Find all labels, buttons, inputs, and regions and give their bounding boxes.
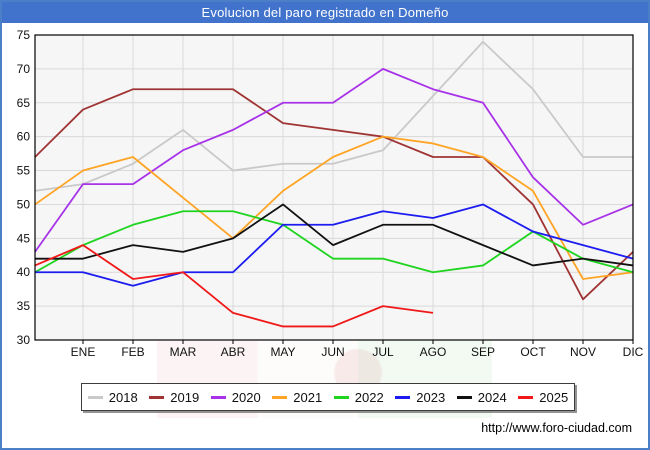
legend-label: 2022 bbox=[354, 389, 384, 405]
y-axis-tick-label: 40 bbox=[17, 265, 31, 279]
x-axis-month-label: OCT bbox=[520, 345, 546, 359]
y-axis-tick-label: 45 bbox=[17, 231, 31, 245]
y-axis-tick-label: 30 bbox=[17, 333, 31, 347]
series-line-2024 bbox=[35, 203, 634, 267]
chart-title: Evolucion del paro registrado en Domeño bbox=[2, 2, 648, 23]
y-axis-tick-label: 55 bbox=[17, 164, 31, 178]
x-axis-month-label: SEP bbox=[471, 345, 495, 359]
legend-label: 2024 bbox=[477, 389, 507, 405]
x-axis-month-label: ENE bbox=[71, 345, 96, 359]
legend-label: 2018 bbox=[108, 389, 138, 405]
y-axis-tick-label: 35 bbox=[17, 299, 31, 313]
plot-border bbox=[34, 34, 634, 341]
legend-item-2025: 2025 bbox=[518, 390, 568, 405]
legend-label: 2019 bbox=[170, 389, 200, 405]
series-line-2019 bbox=[34, 88, 634, 301]
y-axis-tick-label: 60 bbox=[17, 130, 31, 144]
legend-swatch-2020 bbox=[210, 395, 226, 399]
y-axis-tick-label: 70 bbox=[17, 62, 31, 76]
x-axis-month-label: FEB bbox=[121, 345, 144, 359]
legend-label: 2021 bbox=[293, 389, 323, 405]
legend-swatch-2025 bbox=[518, 395, 534, 399]
x-axis-month-label: MAR bbox=[170, 345, 197, 359]
series-line-2021 bbox=[34, 135, 634, 280]
x-axis-month-label: JUN bbox=[321, 345, 344, 359]
y-axis-tick-label: 50 bbox=[17, 197, 31, 211]
legend-swatch-2019 bbox=[149, 395, 165, 399]
legend-swatch-2023 bbox=[395, 395, 411, 399]
series-line-2018 bbox=[34, 40, 633, 192]
legend-item-2019: 2019 bbox=[149, 390, 199, 405]
legend-swatch-2021 bbox=[272, 395, 288, 399]
x-axis-month-label: JUL bbox=[372, 345, 394, 359]
x-axis-month-label: MAY bbox=[270, 345, 295, 359]
x-axis-month-label: DIC bbox=[623, 345, 644, 359]
x-axis-month-label: AGO bbox=[420, 345, 447, 359]
legend-item-2020: 2020 bbox=[210, 389, 261, 405]
series-line-2025 bbox=[34, 244, 434, 328]
legend-item-2018: 2018 bbox=[87, 389, 138, 405]
y-axis-tick-label: 65 bbox=[17, 96, 31, 110]
legend-item-2023: 2023 bbox=[395, 390, 445, 405]
source-url-link[interactable]: http://www.foro-ciudad.com bbox=[481, 421, 632, 435]
legend-item-2021: 2021 bbox=[272, 390, 322, 405]
legend-swatch-2018 bbox=[87, 395, 103, 399]
legend-swatch-2022 bbox=[333, 395, 349, 399]
legend-label: 2025 bbox=[539, 389, 569, 405]
legend-item-2024: 2024 bbox=[456, 389, 507, 405]
legend-item-2022: 2022 bbox=[333, 389, 384, 405]
chart-legend: 2018 2019 2020 2021 2022 2023 2024 2025 bbox=[81, 383, 575, 411]
y-axis-tick-label: 75 bbox=[17, 28, 31, 42]
legend-swatch-2024 bbox=[456, 395, 472, 399]
series-line-2020 bbox=[34, 67, 634, 253]
legend-label: 2020 bbox=[231, 389, 261, 405]
series-line-2023 bbox=[35, 203, 634, 287]
x-axis-month-label: ABR bbox=[221, 345, 246, 359]
x-axis-month-label: NOV bbox=[570, 345, 596, 359]
legend-label: 2023 bbox=[416, 389, 446, 405]
